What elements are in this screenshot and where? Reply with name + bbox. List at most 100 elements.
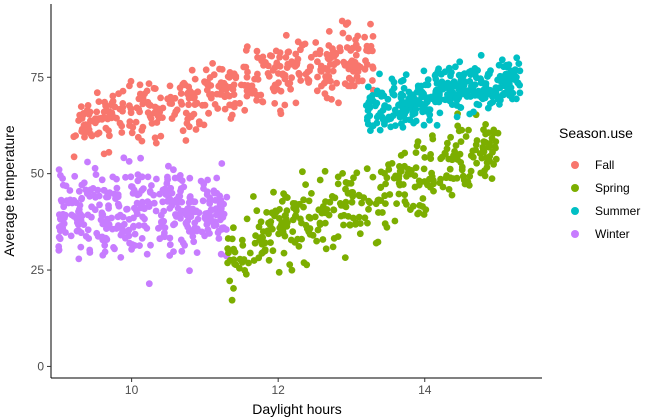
data-point-spring <box>283 223 291 230</box>
data-point-spring <box>369 173 377 181</box>
data-point-fall <box>206 74 214 81</box>
x-axis-title: Daylight hours <box>252 401 342 417</box>
data-point-fall <box>321 90 329 98</box>
data-point-fall <box>338 17 346 25</box>
data-point-fall <box>254 70 261 78</box>
data-point-winter <box>212 196 219 204</box>
data-point-winter <box>145 280 153 288</box>
data-point-fall <box>145 101 153 108</box>
data-point-winter <box>157 218 165 226</box>
data-point-winter <box>148 182 155 189</box>
data-point-fall <box>277 110 285 118</box>
data-point-winter <box>186 194 194 202</box>
data-point-spring <box>246 249 254 257</box>
data-point-spring <box>283 207 291 215</box>
data-point-winter <box>57 196 65 204</box>
data-point-summer <box>441 68 449 76</box>
data-point-fall <box>363 61 371 68</box>
data-point-spring <box>309 231 317 239</box>
data-point-fall <box>253 96 260 104</box>
data-point-winter <box>205 230 212 237</box>
data-point-fall <box>328 50 336 58</box>
data-point-fall <box>157 132 165 140</box>
data-point-fall <box>72 132 79 140</box>
data-point-spring <box>481 167 488 175</box>
data-point-spring <box>443 145 451 153</box>
data-point-summer <box>426 116 433 124</box>
data-point-fall <box>126 118 134 125</box>
data-point-summer <box>446 96 454 104</box>
data-point-fall <box>80 121 88 129</box>
data-point-winter <box>123 205 130 213</box>
data-point-winter <box>117 254 125 261</box>
data-point-winter <box>215 235 223 242</box>
data-point-fall <box>127 77 135 85</box>
data-point-spring <box>263 209 270 216</box>
data-point-spring <box>447 133 454 141</box>
data-point-fall <box>218 66 226 73</box>
data-point-spring <box>281 212 289 220</box>
data-point-spring <box>239 241 247 249</box>
data-point-spring <box>401 149 409 157</box>
data-point-fall <box>301 40 309 48</box>
data-point-fall <box>185 94 193 102</box>
data-point-fall <box>288 74 295 82</box>
data-point-summer <box>516 89 524 97</box>
data-point-fall <box>306 67 313 74</box>
data-point-fall <box>316 47 324 54</box>
y-tick-label: 0 <box>37 359 44 373</box>
data-point-summer <box>396 113 404 121</box>
data-point-fall <box>188 66 196 74</box>
data-point-summer <box>405 98 413 106</box>
data-point-spring <box>415 177 423 185</box>
data-point-winter <box>130 222 138 230</box>
data-point-winter <box>171 220 179 228</box>
data-point-spring <box>482 121 489 128</box>
data-point-spring <box>473 137 481 144</box>
data-point-winter <box>105 202 112 210</box>
data-point-winter <box>110 244 117 251</box>
data-point-winter <box>128 245 136 253</box>
data-point-winter <box>101 187 108 194</box>
data-point-winter <box>138 235 146 242</box>
data-point-summer <box>424 76 432 83</box>
data-point-spring <box>224 235 232 242</box>
data-point-winter <box>197 177 205 185</box>
data-point-fall <box>226 101 234 109</box>
data-point-spring <box>473 159 480 167</box>
data-point-fall <box>156 108 164 116</box>
data-point-winter <box>80 179 88 187</box>
data-point-spring <box>358 199 365 207</box>
data-point-fall <box>181 81 189 89</box>
data-point-spring <box>395 190 403 198</box>
data-point-winter <box>170 166 177 174</box>
data-point-summer <box>453 102 461 109</box>
data-point-winter <box>82 233 90 240</box>
data-point-spring <box>424 181 431 189</box>
data-point-spring <box>383 223 391 231</box>
data-point-spring <box>314 226 322 234</box>
data-point-spring <box>300 196 307 204</box>
data-point-summer <box>389 90 397 98</box>
data-point-fall <box>269 84 277 92</box>
data-point-summer <box>415 100 423 108</box>
data-point-fall <box>336 44 344 52</box>
data-point-winter <box>135 190 143 198</box>
data-point-spring <box>403 201 410 208</box>
data-point-winter <box>83 190 91 198</box>
data-point-summer <box>407 92 414 100</box>
data-point-spring <box>381 192 389 200</box>
data-point-winter <box>156 235 164 243</box>
data-point-spring <box>328 193 336 200</box>
data-point-spring <box>492 138 500 146</box>
data-point-winter <box>60 220 68 228</box>
data-point-winter <box>130 186 138 194</box>
data-point-fall <box>139 94 147 102</box>
data-point-spring <box>265 256 273 264</box>
data-point-fall <box>192 126 200 133</box>
data-point-spring <box>391 217 399 225</box>
data-point-summer <box>400 84 408 92</box>
data-point-winter <box>193 249 201 256</box>
data-point-winter <box>213 189 221 197</box>
data-point-spring <box>366 199 374 207</box>
